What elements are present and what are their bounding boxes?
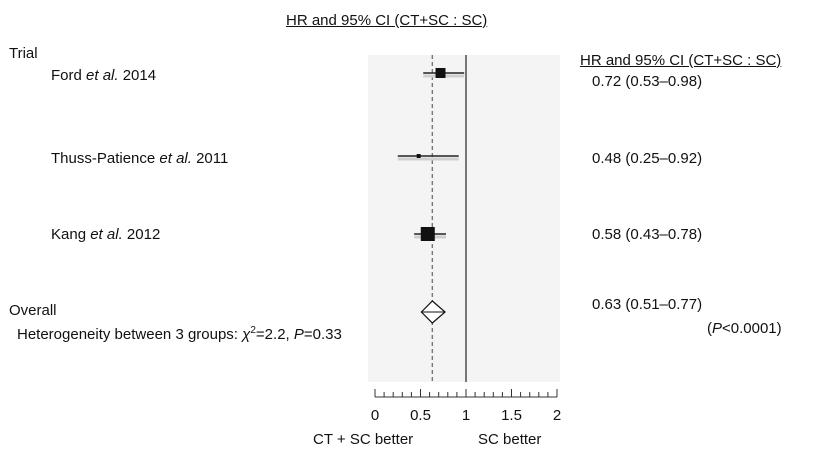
overall-label: Overall — [9, 302, 57, 319]
study-label-kang: Kang et al. 2012 — [51, 226, 161, 243]
study-label-ford: Ford et al. 2014 — [51, 67, 157, 84]
trial-column-header: Trial — [9, 45, 38, 62]
overall-p-value: (P<0.0001) — [707, 320, 782, 337]
point-estimate — [416, 154, 421, 158]
left-direction-label: CT + SC better — [313, 431, 414, 448]
study-estimate-kang: 0.58 (0.43–0.78) — [592, 226, 703, 243]
x-tick-label: 1.5 — [501, 407, 522, 424]
study-estimate-thuss-patience: 0.48 (0.25–0.92) — [592, 150, 703, 167]
point-estimate — [420, 227, 435, 241]
heterogeneity-text: Heterogeneity between 3 groups: χ2=2.2, … — [17, 325, 342, 343]
plot-background — [368, 55, 560, 382]
x-tick-label: 0.5 — [410, 407, 431, 424]
estimate-column-header: HR and 95% CI (CT+SC : SC) — [580, 52, 782, 69]
study-estimate-ford: 0.72 (0.53–0.98) — [592, 73, 703, 90]
study-label-thuss-patience: Thuss-Patience et al. 2011 — [51, 150, 229, 167]
chart-title: HR and 95% CI (CT+SC : SC) — [286, 12, 488, 29]
x-tick-label: 1 — [462, 407, 470, 424]
right-direction-label: SC better — [478, 431, 542, 448]
point-estimate — [435, 68, 446, 78]
overall-estimate: 0.63 (0.51–0.77) — [592, 296, 703, 313]
x-tick-label: 2 — [553, 407, 561, 424]
x-tick-label: 0 — [371, 407, 379, 424]
